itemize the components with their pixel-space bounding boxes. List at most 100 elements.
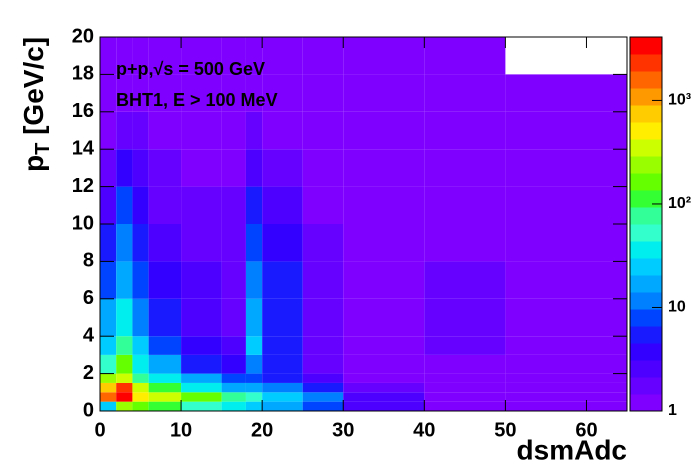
cell <box>148 261 182 299</box>
cell <box>505 401 627 411</box>
cell <box>221 74 246 112</box>
cell <box>132 392 149 402</box>
colorbar-band <box>630 139 662 157</box>
colorbar-band <box>630 360 662 378</box>
colorbar-band <box>630 377 662 395</box>
cell <box>343 186 425 224</box>
cell <box>245 354 263 374</box>
cell <box>148 186 182 224</box>
cell <box>116 74 133 112</box>
cell <box>132 354 149 374</box>
cell <box>424 354 506 374</box>
cell <box>343 373 425 383</box>
colorbar-band <box>630 326 662 344</box>
colorbar-band <box>630 275 662 293</box>
cell <box>424 373 506 383</box>
cell <box>181 149 222 187</box>
cell <box>116 382 133 393</box>
cell <box>262 186 303 224</box>
cell <box>100 392 117 402</box>
cell <box>262 382 303 393</box>
cell <box>181 261 222 299</box>
colorbar-band <box>630 190 662 208</box>
cell <box>343 298 425 337</box>
cell <box>505 336 627 355</box>
y-tick-label: 16 <box>72 100 94 122</box>
cell <box>245 336 263 355</box>
cell <box>245 74 263 112</box>
cell <box>245 261 263 299</box>
cell <box>505 373 627 383</box>
y-axis-label: pT [GeV/c] <box>18 37 54 172</box>
y-tick-label: 0 <box>83 399 94 421</box>
cell <box>132 336 149 355</box>
cell <box>343 401 425 411</box>
cell <box>181 382 222 393</box>
cell <box>181 392 222 402</box>
cell <box>148 392 182 402</box>
cell <box>148 336 182 355</box>
cell <box>132 401 149 411</box>
cell <box>221 111 246 150</box>
cell <box>181 186 222 224</box>
colorbar-band <box>630 343 662 361</box>
cell <box>100 298 117 337</box>
y-tick-label: 6 <box>83 287 94 309</box>
cell <box>116 336 133 355</box>
cell <box>116 111 133 150</box>
cell <box>221 149 246 187</box>
cell <box>505 392 627 402</box>
cell <box>424 336 506 355</box>
cell <box>221 392 246 402</box>
cell <box>132 382 149 393</box>
cell <box>505 382 627 393</box>
cell <box>148 111 182 150</box>
colorbar-band <box>630 292 662 310</box>
colorbar-band <box>630 122 662 140</box>
cell <box>116 186 133 224</box>
colorbar-band <box>630 71 662 89</box>
cell <box>148 373 182 383</box>
cell <box>116 373 133 383</box>
y-tick-label: 8 <box>83 250 94 272</box>
cell <box>343 37 425 75</box>
x-tick-label: 20 <box>251 419 273 441</box>
cell <box>245 382 263 393</box>
cell <box>262 224 303 262</box>
cell <box>505 149 627 187</box>
cell <box>424 74 506 112</box>
cell <box>302 37 344 75</box>
cell <box>100 336 117 355</box>
colorbar-band <box>630 156 662 174</box>
cell <box>148 382 182 393</box>
cell <box>424 111 506 150</box>
cell <box>181 74 222 112</box>
cell <box>132 74 149 112</box>
y-axis-label-rest: [GeV/c] <box>18 37 49 143</box>
cell <box>505 111 627 150</box>
cell <box>181 37 222 75</box>
cell <box>100 37 117 75</box>
cell <box>221 373 246 383</box>
cell <box>100 401 117 411</box>
cell <box>302 74 344 112</box>
colorbar-band <box>630 37 662 55</box>
cell <box>132 186 149 224</box>
cell <box>116 298 133 337</box>
cell <box>245 37 263 75</box>
z-tick-label: 10 <box>668 299 686 316</box>
y-tick-label: 14 <box>72 137 95 159</box>
cell <box>262 298 303 337</box>
x-tick-label: 30 <box>332 419 354 441</box>
cell <box>302 111 344 150</box>
x-tick-label: 50 <box>494 419 516 441</box>
z-tick-label: 10³ <box>668 92 691 109</box>
colorbar-band <box>630 105 662 123</box>
cell <box>343 74 425 112</box>
cell <box>132 111 149 150</box>
cell <box>148 149 182 187</box>
x-tick-label: 10 <box>170 419 192 441</box>
cell <box>262 392 303 402</box>
cell <box>221 298 246 337</box>
cell <box>343 392 425 402</box>
